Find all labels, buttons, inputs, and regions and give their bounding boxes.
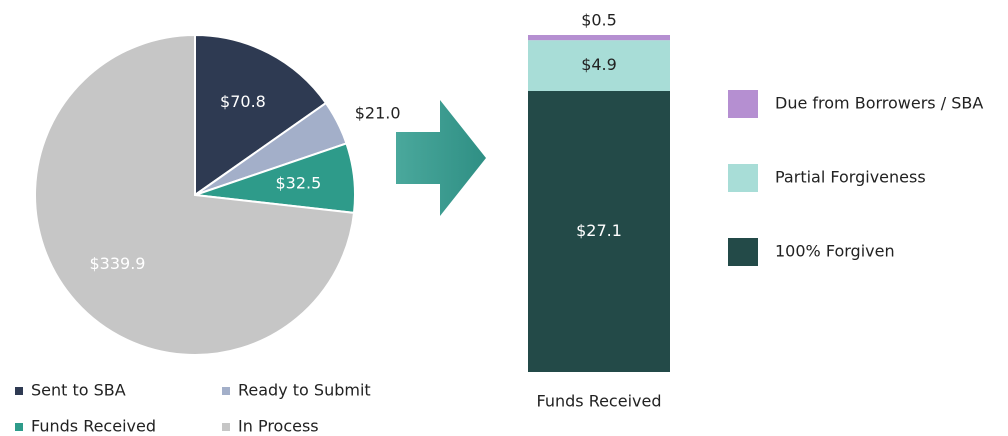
legend-label: Partial Forgiveness (775, 168, 926, 187)
legend-swatch (15, 387, 23, 395)
bar-segment (528, 40, 670, 91)
pie-label: $339.9 (89, 254, 145, 273)
pie-label: $21.0 (355, 103, 401, 122)
legend-swatch (15, 423, 23, 431)
legend-swatch (222, 387, 230, 395)
bar-segment (528, 90, 670, 373)
pie-label: $32.5 (275, 173, 321, 192)
x-tick-label: Funds Received (537, 392, 662, 411)
legend-swatch (728, 238, 758, 266)
legend-label: Funds Received (31, 417, 156, 436)
legend-swatch (728, 90, 758, 118)
bar-segment (528, 35, 670, 41)
pie-label: $70.8 (220, 92, 266, 111)
pie-slice (194, 33, 328, 197)
legend-label: 100% Forgiven (775, 242, 895, 261)
pie-slice (34, 33, 356, 356)
bar-label: $4.9 (581, 55, 617, 74)
legend-swatch (728, 164, 758, 192)
bar-label: $0.5 (581, 11, 617, 30)
legend-label: Ready to Submit (238, 381, 371, 400)
bar-label: $27.1 (576, 221, 622, 240)
legend-label: Due from Borrowers / SBA (775, 94, 983, 113)
legend-label: In Process (238, 417, 319, 436)
arrow (396, 100, 486, 216)
legend-label: Sent to SBA (31, 381, 126, 400)
legend-swatch (222, 423, 230, 431)
